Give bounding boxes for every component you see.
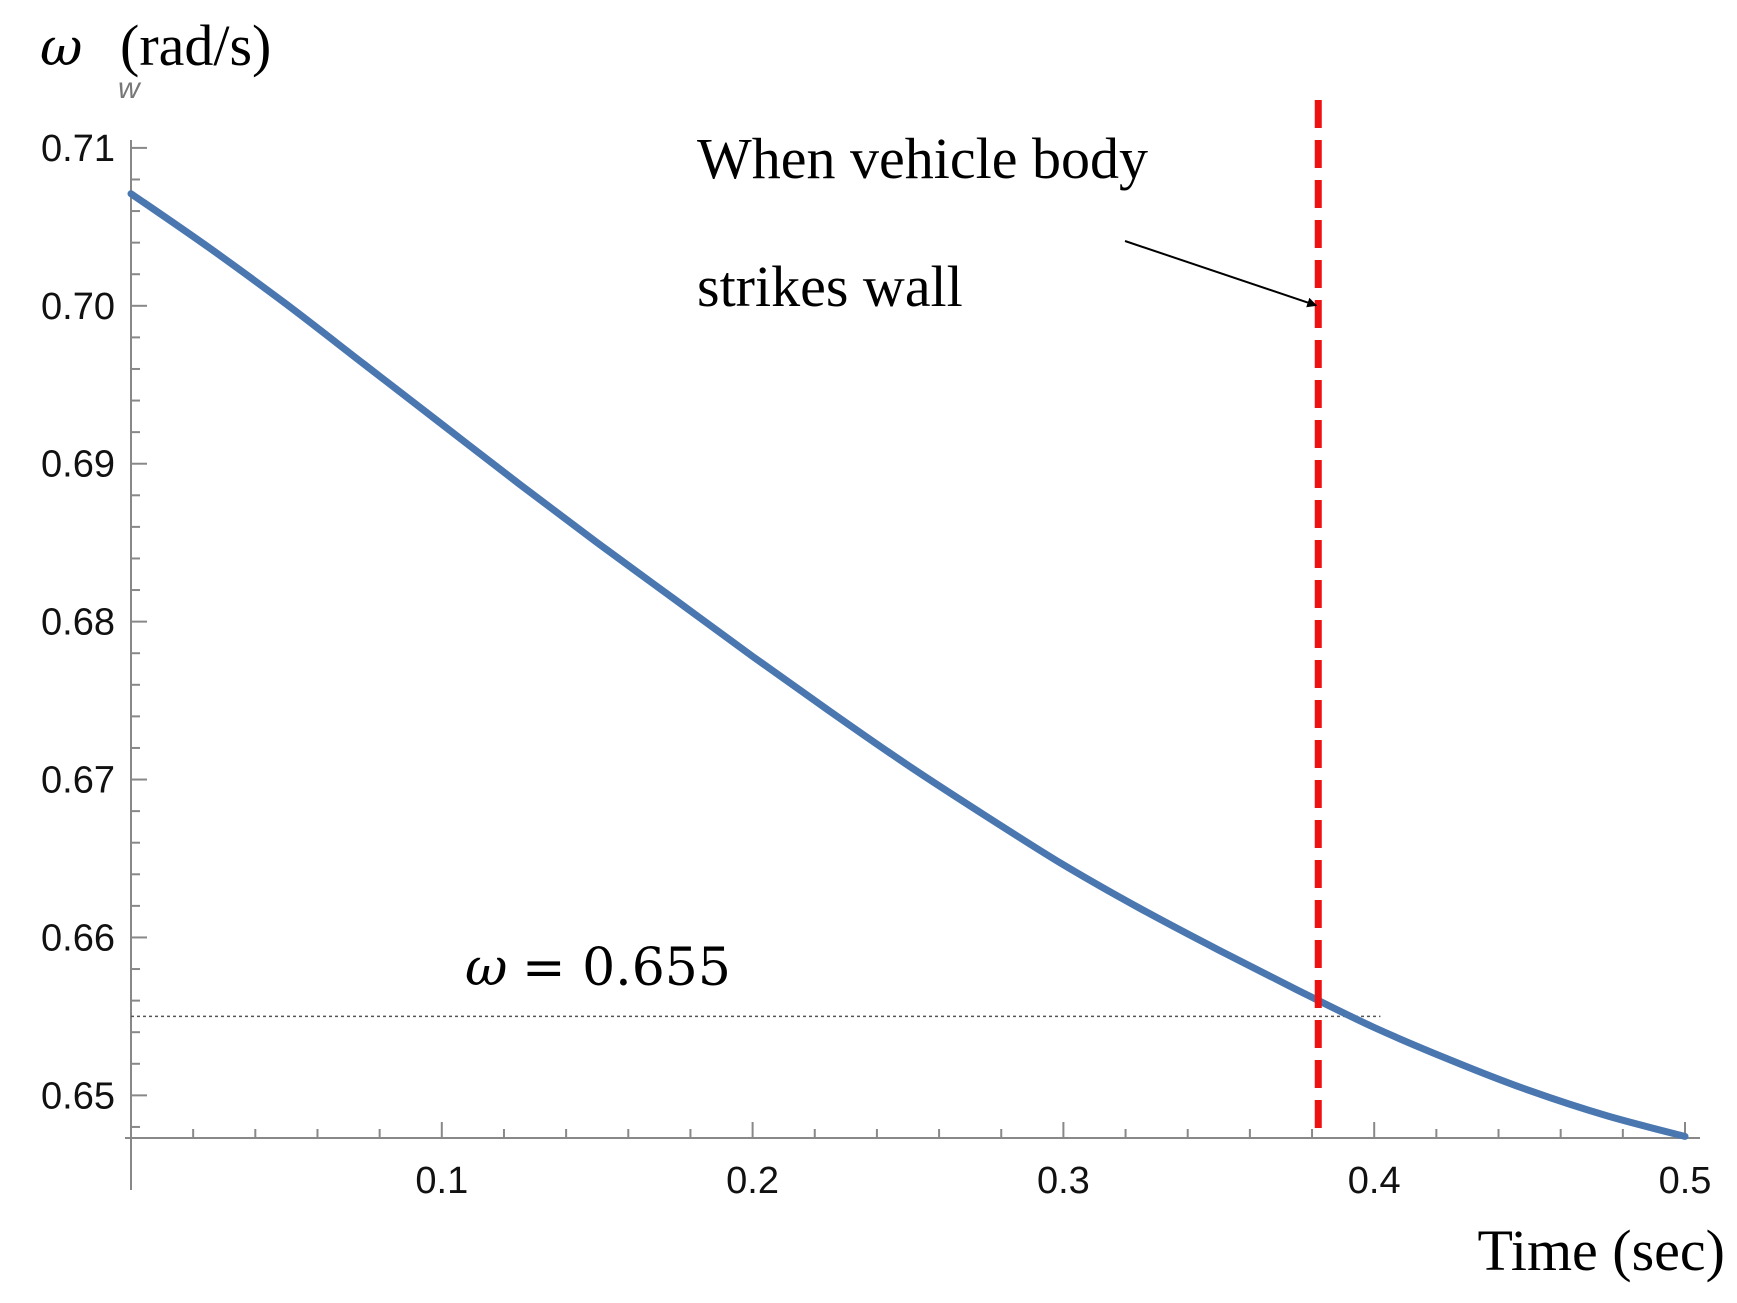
- wall-annotation-arrow: [1124, 240, 1318, 308]
- x-tick-label: 0.3: [1037, 1160, 1090, 1202]
- y-tick-label: 0.67: [41, 760, 115, 802]
- x-axis-ticks: 0.1 0.2 0.3 0.4 0.5: [192, 1122, 1712, 1202]
- omega-annotation-symbol: ω: [465, 938, 507, 998]
- y-axis-subscript: w: [118, 72, 142, 105]
- x-tick-label: 0.5: [1659, 1160, 1712, 1202]
- wall-annotation-line2: strikes wall: [697, 254, 963, 319]
- series-line: [127, 190, 1689, 1140]
- y-axis-unit: (rad/s): [120, 13, 271, 78]
- x-tick-label: 0.1: [415, 1160, 468, 1202]
- x-axis-title: Time (sec): [1477, 1218, 1725, 1283]
- y-tick-label: 0.71: [41, 128, 115, 170]
- y-tick-label: 0.69: [41, 444, 115, 486]
- y-axis-symbol: ω: [40, 18, 82, 78]
- x-tick-label: 0.4: [1348, 1160, 1401, 1202]
- y-tick-label: 0.66: [41, 917, 115, 959]
- omega-annotation-value: = 0.655: [522, 938, 731, 998]
- y-tick-label: 0.65: [41, 1075, 115, 1117]
- y-tick-label: 0.70: [41, 286, 115, 328]
- y-axis-ticks: 0.65 0.66 0.67 0.68 0.69 0.70 0.71: [41, 128, 147, 1128]
- x-tick-label: 0.2: [726, 1160, 779, 1202]
- wall-annotation-line1: When vehicle body: [697, 126, 1148, 191]
- y-tick-label: 0.68: [41, 602, 115, 644]
